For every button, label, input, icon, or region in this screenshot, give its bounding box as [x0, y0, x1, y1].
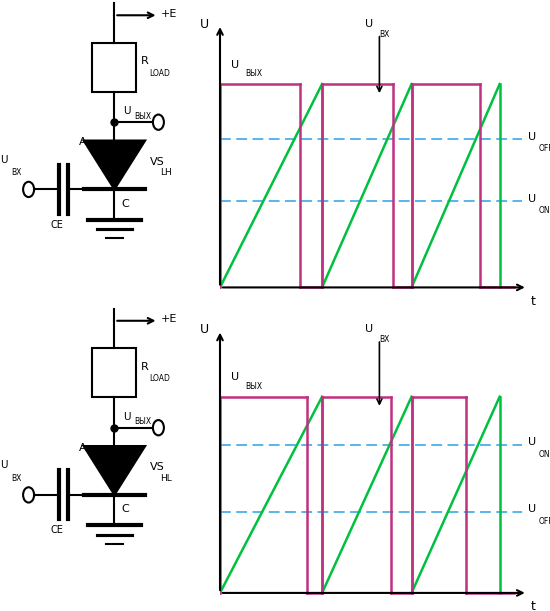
- Text: A: A: [79, 137, 87, 147]
- Text: ВХ: ВХ: [379, 335, 390, 344]
- Bar: [92, 43, 136, 92]
- Text: +E: +E: [161, 9, 177, 19]
- Text: ВЫХ: ВЫХ: [245, 69, 262, 78]
- Text: t: t: [531, 600, 536, 611]
- Text: U: U: [527, 131, 536, 142]
- Text: +E: +E: [161, 314, 177, 324]
- Text: C: C: [121, 504, 129, 514]
- Text: C: C: [121, 199, 129, 208]
- Text: U: U: [123, 412, 131, 422]
- Text: VS: VS: [150, 463, 164, 472]
- Text: U: U: [365, 19, 373, 29]
- Text: U: U: [365, 324, 373, 334]
- Text: U: U: [231, 372, 239, 382]
- Text: U: U: [123, 106, 131, 116]
- Text: A: A: [79, 443, 87, 453]
- Text: ВЫХ: ВЫХ: [134, 112, 151, 121]
- Text: ON: ON: [539, 207, 550, 215]
- Text: HL: HL: [161, 474, 172, 483]
- Text: ВХ: ВХ: [11, 474, 21, 483]
- Polygon shape: [84, 141, 145, 189]
- Text: CE: CE: [51, 220, 63, 230]
- Text: R: R: [141, 56, 149, 66]
- Text: CE: CE: [51, 525, 63, 535]
- Text: LOAD: LOAD: [150, 69, 170, 78]
- Text: OFF: OFF: [539, 144, 550, 153]
- Text: U: U: [527, 194, 536, 204]
- Text: U: U: [0, 461, 8, 470]
- Text: U: U: [527, 437, 536, 447]
- Polygon shape: [84, 446, 145, 495]
- Text: U: U: [200, 18, 209, 31]
- Text: U: U: [231, 60, 239, 70]
- Text: ВХ: ВХ: [379, 29, 390, 38]
- Text: ВХ: ВХ: [11, 168, 21, 177]
- Text: U: U: [0, 155, 8, 165]
- Text: ВЫХ: ВЫХ: [134, 417, 151, 426]
- Bar: [92, 348, 136, 397]
- Text: VS: VS: [150, 157, 164, 167]
- Text: R: R: [141, 362, 149, 371]
- Text: ON: ON: [539, 450, 550, 459]
- Text: t: t: [531, 295, 536, 307]
- Text: LOAD: LOAD: [150, 375, 170, 383]
- Text: LH: LH: [161, 168, 172, 177]
- Text: U: U: [200, 323, 209, 336]
- Text: U: U: [527, 504, 536, 514]
- Text: ВЫХ: ВЫХ: [245, 382, 262, 390]
- Text: OFF: OFF: [539, 517, 550, 525]
